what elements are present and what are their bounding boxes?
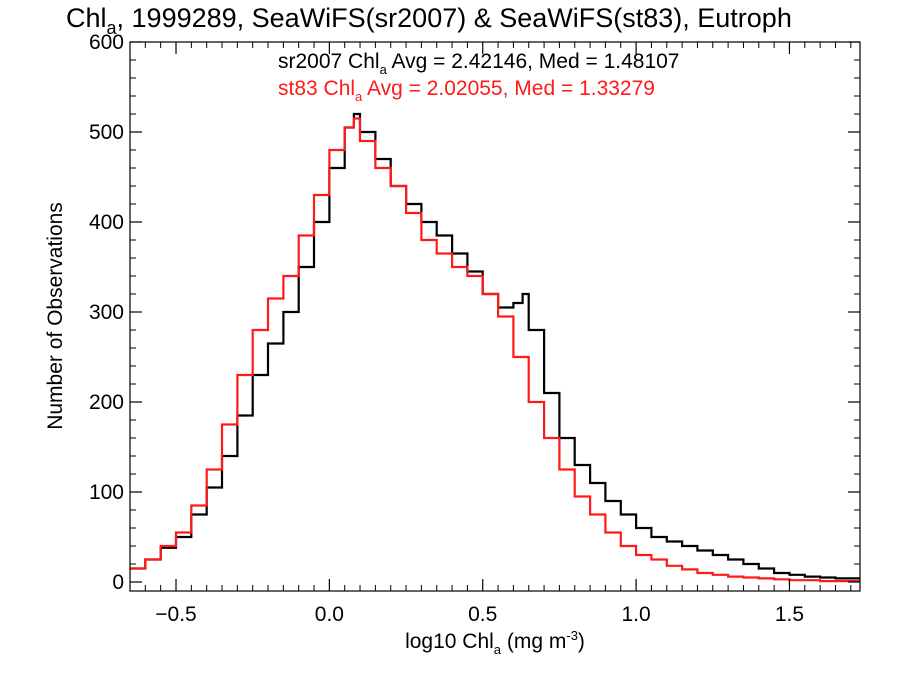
series-line-st83 (130, 117, 860, 583)
annotation-sr2007: sr2007 Chla Avg = 2.42146, Med = 1.48107 (278, 50, 679, 77)
y-axis-tick-labels: 0 100 200 300 400 500 600 (89, 31, 124, 594)
x-tick-label: −0.5 (155, 603, 196, 626)
y-tick-label: 300 (89, 301, 124, 324)
y-tick-label: 600 (89, 31, 124, 54)
x-axis-tick-labels: −0.5 0.0 0.5 1.0 1.5 (155, 603, 804, 626)
x-tick-label: 1.0 (621, 603, 650, 626)
chart-title: Chla, 1999289, SeaWiFS(sr2007) & SeaWiFS… (66, 3, 792, 38)
x-axis-minor-ticks (129, 42, 852, 591)
y-axis-minor-ticks (130, 59, 860, 565)
x-tick-label: 1.5 (775, 603, 804, 626)
x-tick-label: 0.5 (468, 603, 497, 626)
y-tick-label: 200 (89, 391, 124, 414)
annotation-st83: st83 Chla Avg = 2.02055, Med = 1.33279 (278, 77, 655, 104)
x-tick-label: 0.0 (315, 603, 344, 626)
x-axis-ticks (175, 42, 791, 591)
y-axis-label: Number of Observations (44, 202, 67, 430)
y-tick-label: 500 (89, 121, 124, 144)
x-axis-label: log10 Chla (mg m-3) (405, 628, 585, 657)
plot-frame (129, 41, 861, 592)
y-tick-label: 100 (89, 481, 124, 504)
y-tick-label: 0 (112, 571, 124, 594)
series-line-sr2007 (130, 112, 860, 580)
y-axis-ticks (130, 41, 860, 583)
y-tick-label: 400 (89, 211, 124, 234)
